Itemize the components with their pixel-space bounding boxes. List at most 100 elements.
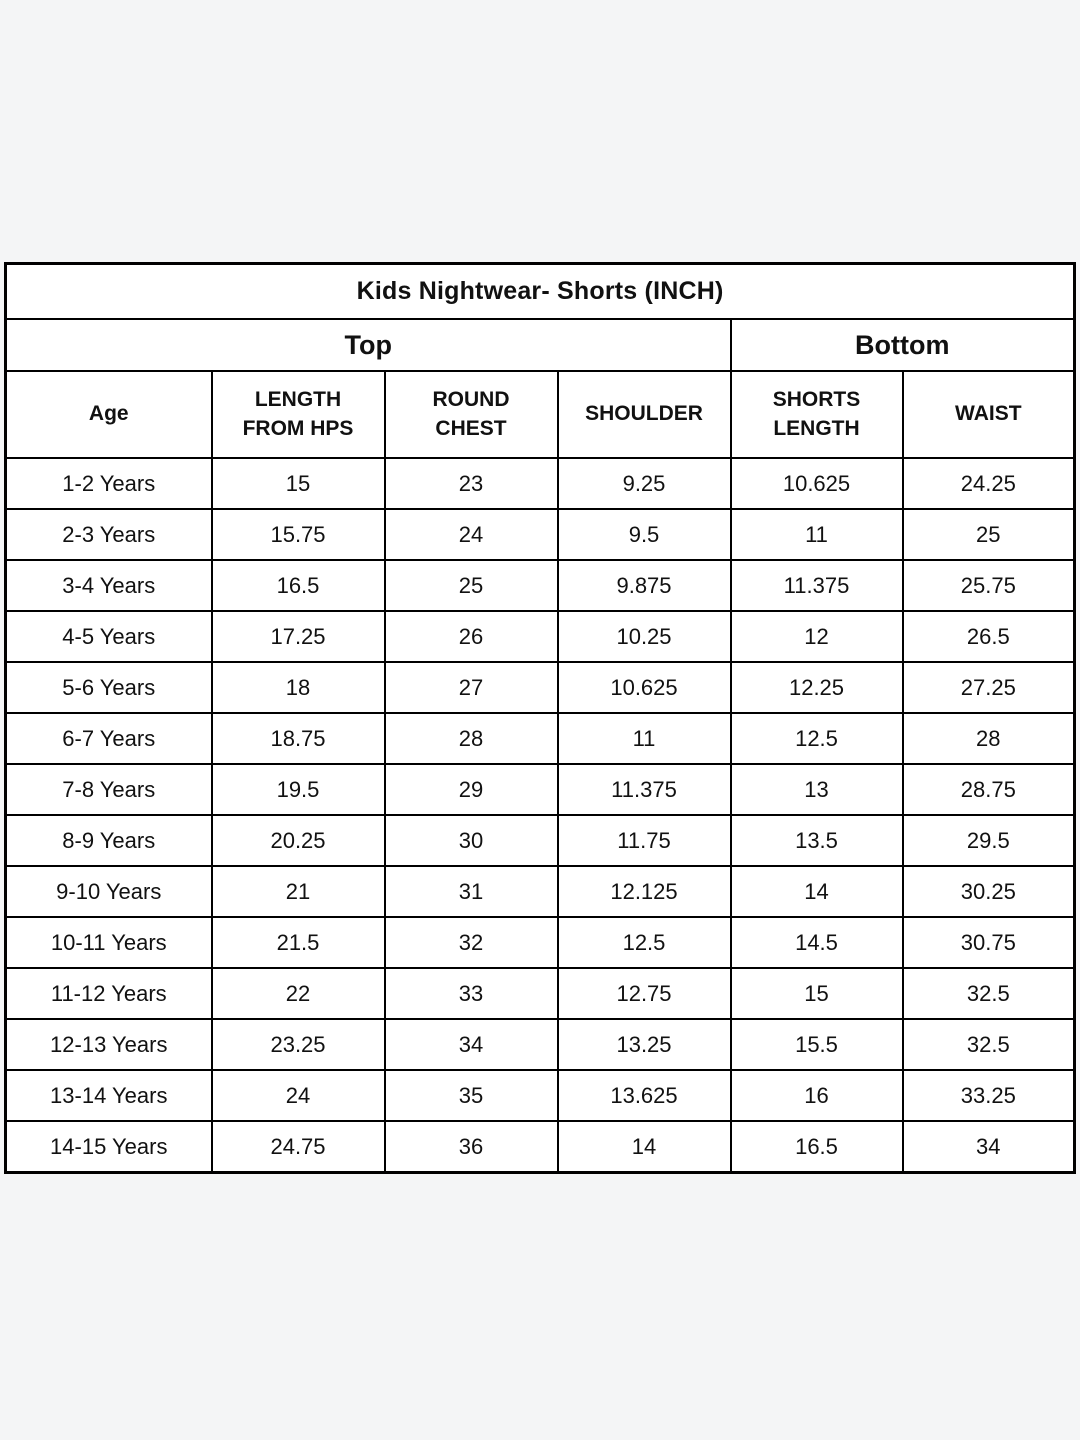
measurement-cell: 13.25: [556, 1018, 732, 1071]
measurement-cell: 12: [729, 610, 904, 663]
column-header-shorts-length: SHORTS LENGTH: [729, 370, 904, 459]
measurement-cell: 13.5: [729, 814, 904, 867]
column-header-waist: WAIST: [901, 370, 1076, 459]
table-body: 1-2 Years 15 23 9.25 10.625 24.25 2-3 Years 15.…: [4, 457, 1076, 1174]
measurement-cell: 28.75: [901, 763, 1076, 816]
measurement-cell: 12.125: [556, 865, 732, 918]
age-cell: 5-6 Years: [4, 661, 213, 714]
age-cell: 11-12 Years: [4, 967, 213, 1020]
measurement-cell: 11.375: [729, 559, 904, 612]
column-header-row: Age LENGTH FROM HPS ROUND CHEST SHOULDER…: [4, 370, 1076, 459]
measurement-cell: 11.375: [556, 763, 732, 816]
age-cell: 14-15 Years: [4, 1120, 213, 1174]
table-row: 12-13 Years 23.25 34 13.25 15.5 32.5: [4, 1018, 1076, 1071]
measurement-cell: 29.5: [901, 814, 1076, 867]
measurement-cell: 10.625: [729, 457, 904, 510]
column-header-round-chest: ROUND CHEST: [383, 370, 559, 459]
measurement-cell: 11: [729, 508, 904, 561]
measurement-cell: 11: [556, 712, 732, 765]
column-header-age: Age: [4, 370, 213, 459]
table-row: 7-8 Years 19.5 29 11.375 13 28.75: [4, 763, 1076, 816]
measurement-cell: 16.5: [210, 559, 386, 612]
table-row: 4-5 Years 17.25 26 10.25 12 26.5: [4, 610, 1076, 663]
measurement-cell: 10.25: [556, 610, 732, 663]
measurement-cell: 26: [383, 610, 559, 663]
measurement-cell: 23.25: [210, 1018, 386, 1071]
measurement-cell: 33.25: [901, 1069, 1076, 1122]
age-cell: 10-11 Years: [4, 916, 213, 969]
group-header-top: Top: [4, 318, 732, 372]
measurement-cell: 14: [729, 865, 904, 918]
age-cell: 12-13 Years: [4, 1018, 213, 1071]
measurement-cell: 31: [383, 865, 559, 918]
measurement-cell: 10.625: [556, 661, 732, 714]
age-cell: 1-2 Years: [4, 457, 213, 510]
table-row: 5-6 Years 18 27 10.625 12.25 27.25: [4, 661, 1076, 714]
measurement-cell: 16.5: [729, 1120, 904, 1174]
measurement-cell: 12.5: [556, 916, 732, 969]
age-cell: 9-10 Years: [4, 865, 213, 918]
measurement-cell: 18: [210, 661, 386, 714]
measurement-cell: 21.5: [210, 916, 386, 969]
measurement-cell: 25: [383, 559, 559, 612]
measurement-cell: 28: [901, 712, 1076, 765]
measurement-cell: 30: [383, 814, 559, 867]
measurement-cell: 14: [556, 1120, 732, 1174]
measurement-cell: 36: [383, 1120, 559, 1174]
measurement-cell: 26.5: [901, 610, 1076, 663]
measurement-cell: 12.5: [729, 712, 904, 765]
column-header-length-from-hps: LENGTH FROM HPS: [210, 370, 386, 459]
measurement-cell: 9.25: [556, 457, 732, 510]
measurement-cell: 12.75: [556, 967, 732, 1020]
measurement-cell: 27: [383, 661, 559, 714]
measurement-cell: 24.75: [210, 1120, 386, 1174]
measurement-cell: 25.75: [901, 559, 1076, 612]
measurement-cell: 28: [383, 712, 559, 765]
measurement-cell: 32.5: [901, 1018, 1076, 1071]
measurement-cell: 13: [729, 763, 904, 816]
group-header-row: Top Bottom: [4, 318, 1076, 372]
table-row: 10-11 Years 21.5 32 12.5 14.5 30.75: [4, 916, 1076, 969]
measurement-cell: 15: [210, 457, 386, 510]
age-cell: 8-9 Years: [4, 814, 213, 867]
measurement-cell: 30.25: [901, 865, 1076, 918]
measurement-cell: 32.5: [901, 967, 1076, 1020]
age-cell: 6-7 Years: [4, 712, 213, 765]
measurement-cell: 17.25: [210, 610, 386, 663]
group-header-bottom: Bottom: [729, 318, 1076, 372]
measurement-cell: 13.625: [556, 1069, 732, 1122]
measurement-cell: 22: [210, 967, 386, 1020]
column-header-shoulder: SHOULDER: [556, 370, 732, 459]
age-cell: 4-5 Years: [4, 610, 213, 663]
size-chart-container: Kids Nightwear- Shorts (INCH) Top Bottom…: [4, 262, 1077, 1174]
measurement-cell: 9.5: [556, 508, 732, 561]
measurement-cell: 34: [383, 1018, 559, 1071]
measurement-cell: 33: [383, 967, 559, 1020]
measurement-cell: 30.75: [901, 916, 1076, 969]
measurement-cell: 18.75: [210, 712, 386, 765]
measurement-cell: 12.25: [729, 661, 904, 714]
age-cell: 13-14 Years: [4, 1069, 213, 1122]
table-row: 11-12 Years 22 33 12.75 15 32.5: [4, 967, 1076, 1020]
measurement-cell: 15.5: [729, 1018, 904, 1071]
table-row: 3-4 Years 16.5 25 9.875 11.375 25.75: [4, 559, 1076, 612]
measurement-cell: 27.25: [901, 661, 1076, 714]
table-row: 13-14 Years 24 35 13.625 16 33.25: [4, 1069, 1076, 1122]
measurement-cell: 34: [901, 1120, 1076, 1174]
table-row: 14-15 Years 24.75 36 14 16.5 34: [4, 1120, 1076, 1174]
measurement-cell: 9.875: [556, 559, 732, 612]
table-row: 2-3 Years 15.75 24 9.5 11 25: [4, 508, 1076, 561]
measurement-cell: 15.75: [210, 508, 386, 561]
measurement-cell: 14.5: [729, 916, 904, 969]
measurement-cell: 24.25: [901, 457, 1076, 510]
measurement-cell: 21: [210, 865, 386, 918]
measurement-cell: 25: [901, 508, 1076, 561]
measurement-cell: 35: [383, 1069, 559, 1122]
title-row: Kids Nightwear- Shorts (INCH): [4, 262, 1076, 320]
age-cell: 3-4 Years: [4, 559, 213, 612]
measurement-cell: 20.25: [210, 814, 386, 867]
table-row: 9-10 Years 21 31 12.125 14 30.25: [4, 865, 1076, 918]
table-title: Kids Nightwear- Shorts (INCH): [4, 262, 1076, 320]
table-row: 8-9 Years 20.25 30 11.75 13.5 29.5: [4, 814, 1076, 867]
measurement-cell: 19.5: [210, 763, 386, 816]
